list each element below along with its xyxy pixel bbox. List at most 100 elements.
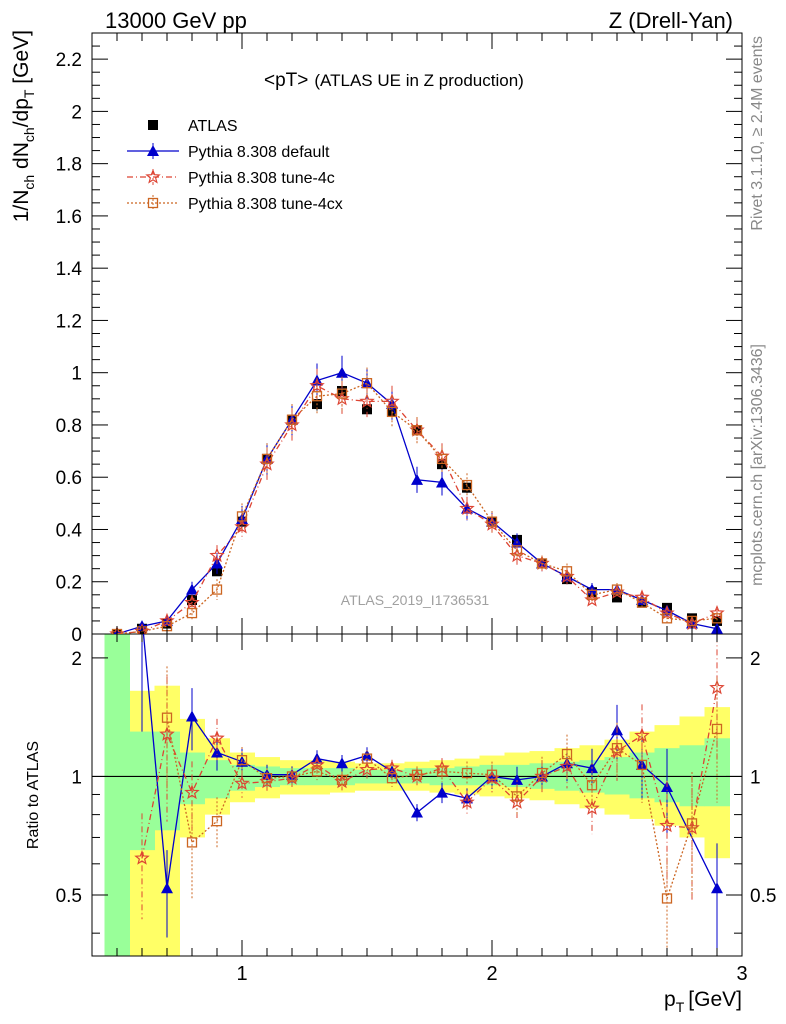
ratio-point-pythia-8-308-tune-4cx-15	[486, 769, 498, 780]
x-axis-label-unit: [GeV]	[688, 988, 742, 1011]
ratio-point-pythia-8-308-tune-4cx-24	[711, 723, 723, 735]
ratio-point-pythia-8-308-tune-4cx-8	[311, 766, 323, 777]
main-point-pythia-8-308-tune-4cx-23	[686, 615, 698, 627]
y-axis-label-part2: dN	[10, 142, 33, 175]
main-point-pythia-8-308-default-13	[436, 476, 448, 488]
main-point-pythia-8-308-tune-4cx-14	[461, 479, 473, 491]
ratio-point-pythia-8-308-default-12	[411, 806, 423, 818]
ratio-point-pythia-8-308-tune-4cx-4	[211, 816, 223, 827]
main-point-pythia-8-308-tune-4cx-7	[286, 414, 298, 425]
main-point-pythia-8-308-tune-4c-22	[659, 604, 675, 620]
ratio-tick-label-right-1: 1	[750, 767, 761, 788]
main-point-pythia-8-308-tune-4cx-19	[586, 589, 598, 600]
ratio-tick-label-right-2: 2	[750, 649, 761, 670]
x-axis-label-sub: T	[676, 999, 685, 1015]
ratio-point-pythia-8-308-tune-4cx-18	[561, 748, 573, 760]
ratio-point-pythia-8-308-tune-4c-18	[559, 758, 575, 774]
y-tick-label-1.2: 1.2	[56, 311, 82, 332]
x-tick-label-3: 3	[736, 963, 747, 985]
main-point-pythia-8-308-tune-4cx-16	[511, 545, 523, 556]
y-tick-label-0.4: 0.4	[56, 520, 83, 541]
main-point-atlas-10	[362, 404, 372, 415]
ratio-point-pythia-8-308-tune-4c-2	[159, 726, 175, 741]
main-point-pythia-8-308-tune-4cx-5	[236, 511, 248, 522]
main-point-pythia-8-308-tune-4cx-17	[536, 558, 548, 569]
ratio-tick-label-right-0.5: 0.5	[750, 886, 776, 907]
y-axis-label-unit: [GeV]	[10, 30, 33, 90]
ratio-tick-label-left-1: 1	[71, 767, 82, 788]
x-axis-label: pT [GeV]	[664, 988, 742, 1015]
main-point-atlas-13	[437, 459, 447, 470]
ratio-point-pythia-8-308-tune-4c-22	[659, 817, 675, 833]
legend-label-pythia-8-308-tune-4cx: Pythia 8.308 tune-4cx	[188, 196, 343, 213]
ratio-point-pythia-8-308-tune-4cx-21	[636, 759, 648, 771]
y-tick-label-1: 1	[71, 364, 82, 385]
main-point-pythia-8-308-tune-4c-14	[459, 500, 475, 516]
x-axis-label-main: p	[664, 988, 676, 1011]
ratio-point-pythia-8-308-default-4	[211, 746, 223, 758]
ratio-point-pythia-8-308-tune-4cx-19	[586, 780, 598, 791]
main-point-pythia-8-308-tune-4cx-3	[186, 607, 198, 619]
ratio-tick-label-left-0.5: 0.5	[56, 886, 82, 907]
main-point-pythia-8-308-tune-4cx-24	[711, 613, 723, 624]
main-point-pythia-8-308-tune-4c-10	[359, 393, 375, 409]
y-tick-label-0.2: 0.2	[56, 573, 82, 594]
y-tick-label-1.6: 1.6	[56, 207, 82, 228]
ratio-point-pythia-8-308-tune-4cx-7	[286, 771, 298, 782]
y-tick-label-0: 0	[71, 625, 82, 646]
ratio-point-pythia-8-308-tune-4cx-9	[336, 774, 348, 786]
legend-marker-atlas	[148, 120, 158, 130]
ratio-point-pythia-8-308-tune-4cx-22	[661, 893, 673, 904]
ratio-point-pythia-8-308-tune-4cx-16	[511, 791, 523, 802]
main-point-pythia-8-308-default-12	[411, 473, 423, 485]
main-point-atlas-20	[612, 592, 622, 603]
main-point-pythia-8-308-default-3	[186, 583, 198, 595]
main-line-pythia-8-308-tune-4cx	[116, 382, 718, 634]
ratio-point-pythia-8-308-tune-4c-3	[184, 784, 200, 800]
main-point-pythia-8-308-tune-4cx-4	[211, 584, 223, 595]
y-tick-label-0.8: 0.8	[56, 416, 82, 437]
y-axis-label-part1: 1/N	[10, 190, 33, 223]
rivet-version-label: Rivet 3.1.10, ≥ 2.4M events	[749, 36, 766, 231]
main-point-pythia-8-308-tune-4cx-18	[561, 566, 573, 577]
main-point-pythia-8-308-tune-4cx-10	[361, 377, 373, 389]
chart-title-main: <pT>	[264, 70, 308, 91]
y-tick-label-2.2: 2.2	[56, 50, 82, 71]
main-point-pythia-8-308-default-10	[361, 377, 373, 389]
band-green-1	[129, 731, 155, 851]
header-process-label: Z (Drell-Yan)	[609, 8, 733, 33]
ratio-point-pythia-8-308-default-9	[336, 757, 348, 769]
ratio-point-pythia-8-308-tune-4cx-14	[461, 767, 473, 779]
chart-title: <pT> (ATLAS UE in Z production)	[264, 70, 524, 91]
y-axis-label-sub2: ch	[21, 127, 37, 142]
band-green-24	[704, 738, 730, 807]
main-point-pythia-8-308-tune-4cx-8	[311, 391, 323, 402]
ratio-uncertainty-bands	[104, 634, 730, 956]
ratio-y-axis-label: Ratio to ATLAS	[25, 741, 42, 849]
main-point-pythia-8-308-tune-4c-5	[234, 518, 250, 534]
y-axis-label-sub1: ch	[21, 175, 37, 190]
legend-label-atlas: ATLAS	[188, 118, 238, 135]
ratio-point-pythia-8-308-tune-4cx-13	[436, 766, 448, 777]
main-point-pythia-8-308-tune-4cx-15	[486, 516, 498, 527]
legend-marker-pythia-8-308-default	[147, 145, 159, 156]
legend-marker-pythia-8-308-tune-4c	[145, 168, 161, 184]
y-tick-label-0.6: 0.6	[56, 468, 82, 489]
ratio-point-pythia-8-308-default-13	[436, 786, 448, 798]
ratio-tick-label-left-2: 2	[71, 649, 82, 670]
band-green-0	[104, 634, 130, 956]
ratio-point-pythia-8-308-tune-4cx-6	[261, 773, 273, 784]
legend-label-pythia-8-308-default: Pythia 8.308 default	[188, 144, 330, 161]
legend: ATLAS Pythia 8.308 default Pythia 8.308 tu…	[127, 118, 343, 213]
ratio-point-pythia-8-308-tune-4cx-17	[536, 767, 548, 779]
main-point-pythia-8-308-tune-4cx-13	[436, 453, 448, 465]
main-point-atlas-14	[462, 482, 472, 493]
ratio-point-pythia-8-308-tune-4c-4	[209, 730, 225, 745]
ratio-point-pythia-8-308-tune-4c-19	[584, 800, 600, 815]
ratio-point-pythia-8-308-tune-4cx-23	[686, 818, 698, 829]
ratio-point-pythia-8-308-tune-4cx-12	[411, 769, 423, 780]
ratio-point-pythia-8-308-tune-4cx-10	[361, 753, 373, 764]
ratio-point-pythia-8-308-tune-4cx-3	[186, 837, 198, 848]
legend-marker-pythia-8-308-tune-4cx	[147, 197, 159, 209]
